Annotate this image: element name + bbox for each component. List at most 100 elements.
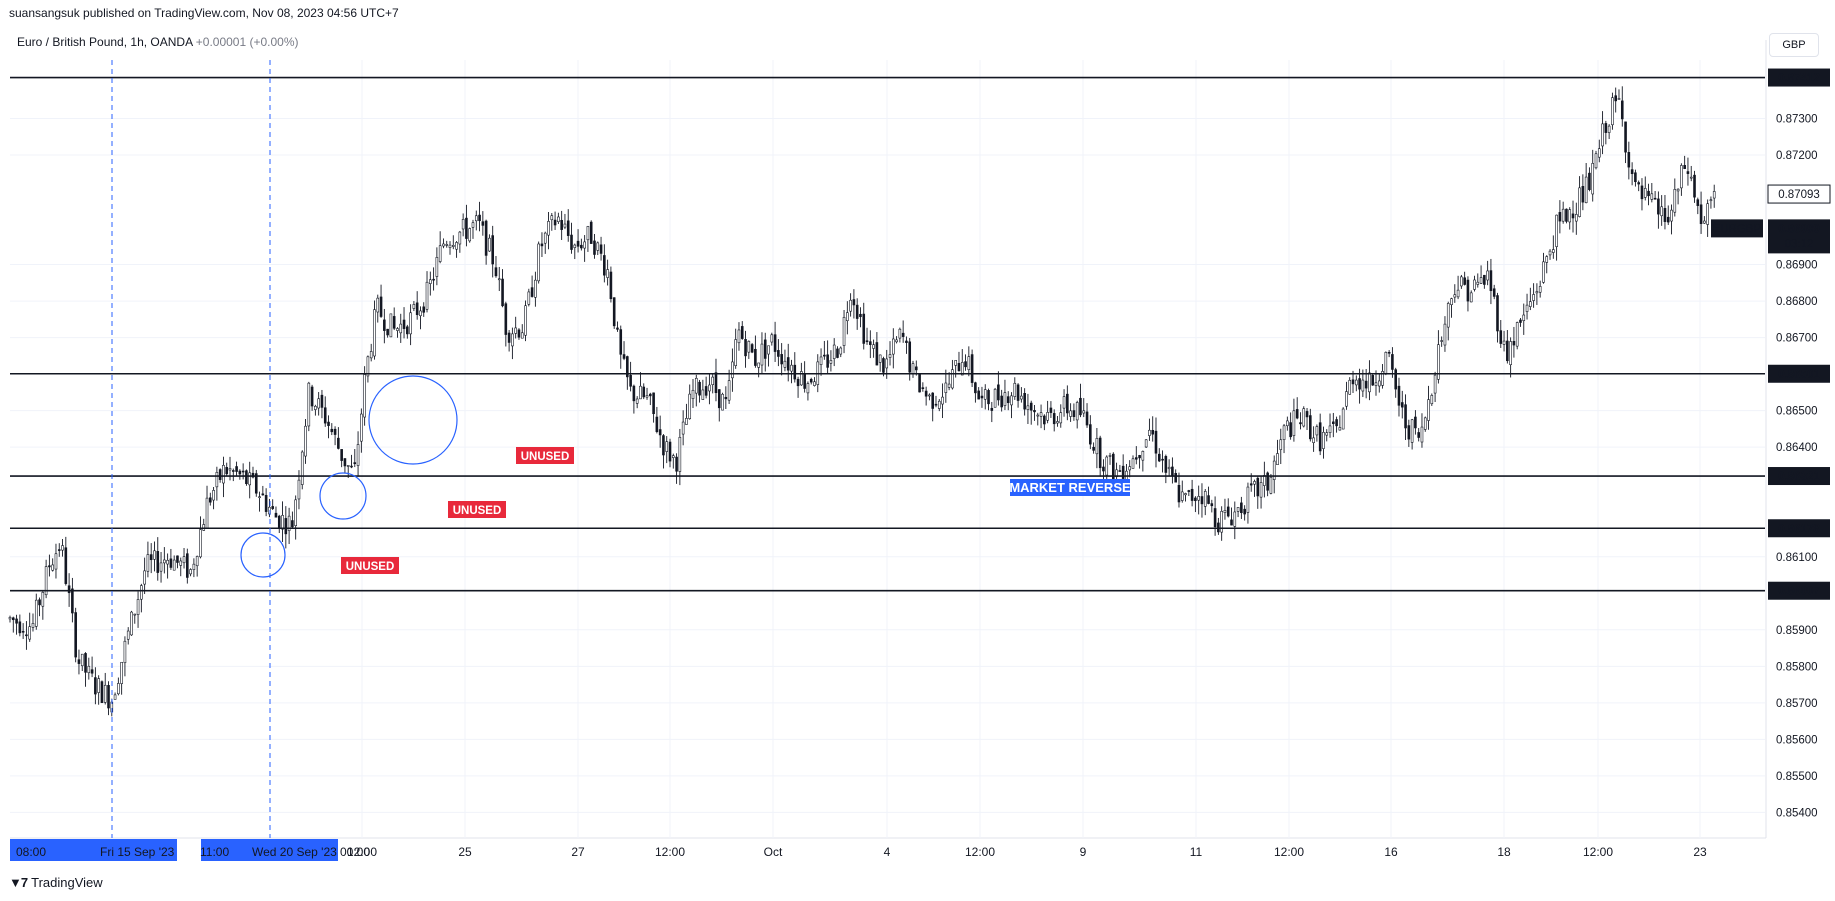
candle-body xyxy=(632,385,636,402)
candle-body xyxy=(813,381,816,386)
candle-body xyxy=(97,678,100,693)
tradingview-logo[interactable]: ▼7 TradingView xyxy=(9,875,103,890)
candle-body xyxy=(1102,466,1105,472)
candle-body xyxy=(1394,369,1397,390)
candle-body xyxy=(1309,415,1312,440)
candle-body xyxy=(1680,165,1683,189)
candle-body xyxy=(1630,169,1634,175)
candle-body xyxy=(435,257,439,277)
candle-body xyxy=(1699,204,1703,224)
candle-body xyxy=(882,358,885,373)
time-tick-label-13: 11 xyxy=(1190,845,1203,859)
candle-body xyxy=(1171,466,1174,477)
candle-body xyxy=(1131,458,1135,469)
candle-body xyxy=(94,677,97,695)
candle-body xyxy=(1670,209,1673,222)
candle-body xyxy=(1098,437,1102,469)
candle-body xyxy=(241,470,245,473)
candle-body xyxy=(1348,379,1352,395)
candle-body xyxy=(809,378,813,383)
candle-body xyxy=(708,384,711,392)
candle-body xyxy=(1473,279,1476,290)
candle-body xyxy=(392,316,396,329)
annotation-label-2: UNUSED xyxy=(521,451,570,463)
candle-body xyxy=(136,599,140,615)
candle-body xyxy=(540,243,544,247)
current-price-box xyxy=(1768,219,1830,254)
price-tick-label-11: 0.86900 xyxy=(1776,260,1818,272)
candle-body xyxy=(1443,323,1447,346)
candle-body xyxy=(212,490,215,501)
candle-body xyxy=(754,348,757,366)
price-tick-label-9: 0.86700 xyxy=(1776,333,1818,345)
candle-body xyxy=(415,302,419,316)
candle-body xyxy=(1446,303,1450,328)
candle-body xyxy=(179,560,183,566)
candle-body xyxy=(491,235,494,265)
candle-body xyxy=(1519,319,1522,323)
candle-body xyxy=(1397,385,1401,406)
candle-body xyxy=(1108,455,1112,457)
candle-body xyxy=(100,681,104,704)
candle-body xyxy=(1433,374,1437,394)
candle-body xyxy=(1620,100,1624,120)
level-label-3: 0.86178 xyxy=(1778,523,1820,535)
price-tick-label-0: 0.85400 xyxy=(1776,807,1818,819)
candle-body xyxy=(800,371,803,386)
candle-body xyxy=(993,388,997,408)
candle-body xyxy=(1286,420,1289,427)
candle-body xyxy=(422,306,426,313)
candle-body xyxy=(1233,511,1237,527)
candle-body xyxy=(783,360,787,368)
candle-body xyxy=(747,341,751,353)
candle-body xyxy=(258,496,261,498)
candle-body xyxy=(429,279,432,284)
candle-body xyxy=(967,356,971,370)
candle-body xyxy=(15,618,18,624)
candle-body xyxy=(1555,214,1558,247)
candle-body xyxy=(1092,446,1095,451)
candle-body xyxy=(924,390,928,397)
candle-body xyxy=(1663,208,1667,222)
candle-body xyxy=(721,393,724,411)
currency-button[interactable]: GBP xyxy=(1769,33,1819,57)
candle-body xyxy=(1637,182,1640,185)
candle-body xyxy=(583,241,586,249)
candle-body xyxy=(589,221,593,244)
candle-body xyxy=(1249,483,1253,486)
symbol-legend[interactable]: Euro / British Pound, 1h, OANDA +0.00001… xyxy=(17,35,299,49)
tradingview-logo-text: TradingView xyxy=(31,875,103,890)
candle-body xyxy=(51,564,54,571)
candle-body xyxy=(1276,453,1279,465)
time-tick-label-18: 23 xyxy=(1693,845,1707,859)
candle-body xyxy=(297,479,301,500)
candle-body xyxy=(202,524,206,531)
time-tick-label-1: Fri 15 Sep '23 xyxy=(100,845,175,859)
candle-body xyxy=(1703,220,1706,224)
candle-body xyxy=(885,358,889,369)
candle-body xyxy=(944,382,948,393)
candle-body xyxy=(888,354,892,358)
candle-body xyxy=(304,425,307,457)
candle-body xyxy=(1430,395,1434,405)
candle-body xyxy=(1565,208,1568,222)
candle-body xyxy=(1269,476,1273,494)
price-tick-label-8: 0.86500 xyxy=(1776,406,1818,418)
candle-body xyxy=(465,217,468,239)
time-tick-label-15: 16 xyxy=(1384,845,1398,859)
candle-body xyxy=(1351,379,1355,385)
time-axis[interactable]: 08:00 Fri 15 Sep '23 11:00 Wed 20 Sep '23 00… xyxy=(10,839,1707,861)
price-axis[interactable]: 0.85400 0.85500 0.85600 0.85700 0.85800 0.859… xyxy=(1767,68,1831,820)
candle-body xyxy=(478,214,481,222)
candle-body xyxy=(1532,294,1535,301)
candle-body xyxy=(238,470,242,475)
candle-body xyxy=(826,354,829,368)
candle-body xyxy=(409,312,412,335)
candle-series xyxy=(8,86,1716,717)
candle-body xyxy=(1420,426,1424,443)
candle-body xyxy=(524,305,527,336)
candle-body xyxy=(1423,417,1427,430)
candle-body xyxy=(520,332,524,339)
candle-body xyxy=(1180,491,1184,501)
